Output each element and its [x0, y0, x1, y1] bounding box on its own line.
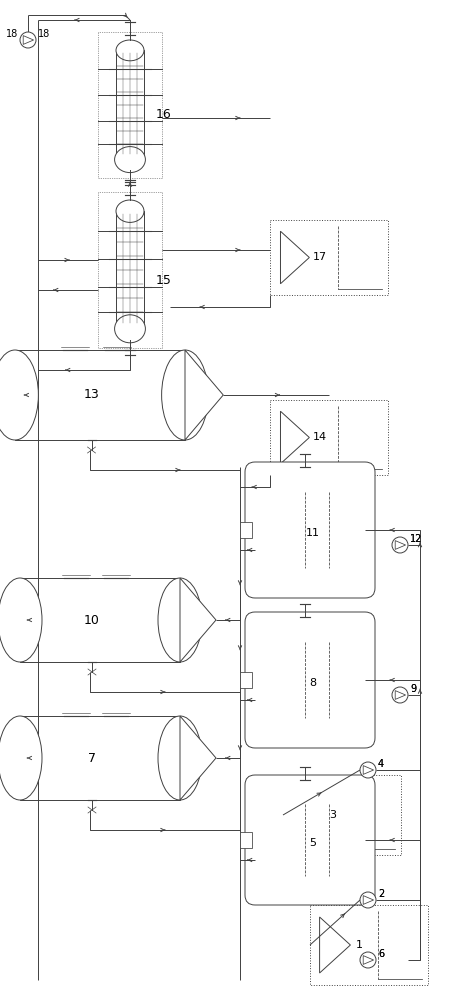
- Text: 15: 15: [156, 273, 172, 286]
- Circle shape: [392, 687, 408, 703]
- Ellipse shape: [0, 578, 42, 662]
- Text: 1: 1: [356, 940, 363, 950]
- Bar: [116, 50, 144, 160]
- Text: 9: 9: [410, 684, 416, 694]
- Text: 17: 17: [313, 252, 327, 262]
- Text: 6: 6: [378, 949, 384, 959]
- Polygon shape: [180, 578, 216, 662]
- Bar: [20, 578, 180, 662]
- Circle shape: [360, 952, 376, 968]
- Text: 5: 5: [309, 838, 316, 848]
- Bar: [270, 400, 388, 475]
- Bar: [283, 775, 401, 855]
- Text: 12: 12: [410, 534, 422, 544]
- Ellipse shape: [115, 315, 145, 343]
- Text: 11: 11: [306, 528, 320, 538]
- Text: 18: 18: [38, 29, 50, 39]
- Text: 2: 2: [378, 889, 384, 899]
- Bar: [240, 832, 252, 848]
- Text: 16: 16: [156, 108, 172, 121]
- Text: 6: 6: [378, 949, 384, 959]
- Text: 9: 9: [410, 684, 416, 694]
- Polygon shape: [180, 716, 216, 800]
- Bar: [98, 32, 162, 178]
- Bar: [240, 522, 252, 538]
- Text: 7: 7: [88, 752, 96, 764]
- Circle shape: [392, 537, 408, 553]
- Bar: [20, 716, 180, 800]
- Circle shape: [360, 762, 376, 778]
- Ellipse shape: [116, 40, 144, 61]
- Text: 10: 10: [84, 613, 100, 626]
- Bar: [116, 211, 144, 329]
- Circle shape: [20, 32, 36, 48]
- Text: 12: 12: [410, 534, 422, 544]
- FancyBboxPatch shape: [245, 612, 375, 748]
- FancyBboxPatch shape: [245, 462, 375, 598]
- Text: 13: 13: [84, 388, 99, 401]
- Bar: [15, 350, 185, 440]
- Bar: [98, 192, 162, 348]
- Text: 18: 18: [6, 29, 18, 39]
- Text: 4: 4: [378, 759, 384, 769]
- Text: 14: 14: [313, 432, 327, 442]
- Text: 4: 4: [378, 759, 384, 769]
- Ellipse shape: [162, 350, 208, 440]
- Bar: [310, 905, 428, 985]
- Ellipse shape: [158, 578, 202, 662]
- Bar: [240, 672, 252, 688]
- FancyBboxPatch shape: [245, 775, 375, 905]
- Ellipse shape: [0, 350, 39, 440]
- Bar: [270, 220, 388, 295]
- Ellipse shape: [115, 147, 145, 173]
- Circle shape: [360, 892, 376, 908]
- Text: 2: 2: [378, 889, 384, 899]
- Ellipse shape: [0, 716, 42, 800]
- Polygon shape: [185, 350, 223, 440]
- Text: 3: 3: [329, 810, 336, 820]
- Text: 8: 8: [309, 678, 316, 688]
- Ellipse shape: [158, 716, 202, 800]
- Ellipse shape: [116, 200, 144, 222]
